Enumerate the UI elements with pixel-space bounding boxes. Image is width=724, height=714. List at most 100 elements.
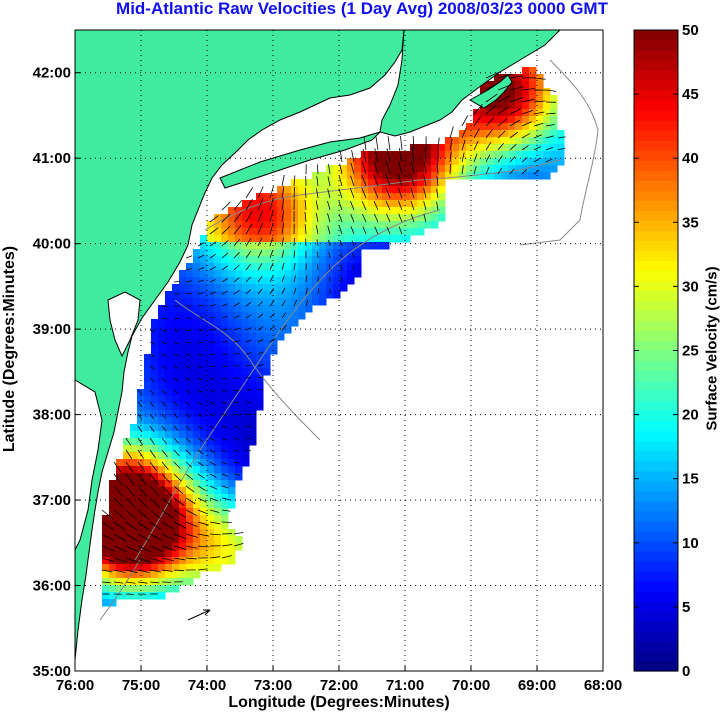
velocity-cell [172,333,180,341]
current-arrow [197,473,205,479]
velocity-cell [270,221,278,229]
velocity-cell [158,389,166,397]
velocity-cell [284,200,292,208]
velocity-cell [228,417,236,425]
velocity-cell [298,235,306,243]
x-tick-label: 71:00 [386,677,424,694]
velocity-cell [116,564,124,572]
velocity-cell [403,207,411,215]
velocity-cell [193,298,201,306]
colorbar-tick-label: 25 [682,343,699,360]
current-arrow [385,173,391,187]
velocity-cell [228,445,236,453]
velocity-cell [368,151,376,159]
velocity-cell [242,438,250,446]
colorbar-band [634,100,678,111]
velocity-cell [193,543,201,551]
velocity-cell [473,158,481,166]
velocity-cell [214,564,222,572]
velocity-cell [466,144,474,152]
current-arrow [185,485,195,493]
velocity-cell [151,403,159,411]
current-arrow [386,148,391,163]
velocity-cell [277,193,285,201]
velocity-cell [151,424,159,432]
velocity-cell [214,466,222,474]
velocity-cell [543,151,551,159]
velocity-cell [235,319,243,327]
velocity-cell [172,452,180,460]
current-arrow [245,211,253,223]
velocity-cell [522,130,530,138]
velocity-cell [172,312,180,320]
velocity-cell [200,326,208,334]
velocity-cell [186,368,194,376]
delmarva [107,291,141,358]
velocity-cell [333,228,341,236]
colorbar-tick-label: 20 [682,407,699,424]
current-arrow [233,401,239,404]
velocity-cell [501,165,509,173]
velocity-cell [242,228,250,236]
velocity-cell [144,473,152,481]
velocity-cell [270,347,278,355]
velocity-cell [270,305,278,313]
velocity-cell [221,305,229,313]
current-arrow [185,557,197,560]
velocity-cell [214,221,222,229]
colorbar-band [634,490,678,502]
velocity-cell [214,431,222,439]
current-arrow [533,122,544,127]
velocity-cell [354,263,362,271]
velocity-cell [319,235,327,243]
velocity-cell [179,536,187,544]
velocity-cell [186,382,194,390]
velocity-cell [536,95,544,103]
current-arrow [281,325,287,331]
velocity-cell [193,291,201,299]
velocity-cell [403,158,411,166]
velocity-cell [550,102,558,110]
current-arrow [257,376,264,379]
velocity-cell [424,200,432,208]
velocity-cell [529,123,537,131]
velocity-cell [438,207,446,215]
velocity-cell [165,291,173,299]
current-arrow [125,473,135,486]
current-arrow [125,497,136,509]
colorbar-band [634,660,678,672]
velocity-cell [200,550,208,558]
velocity-cell [333,214,341,222]
current-arrow [221,377,228,380]
velocity-cell [102,550,110,558]
current-arrow [185,545,198,549]
velocity-cell [354,186,362,194]
current-arrow [497,142,505,151]
velocity-cell [536,81,544,89]
velocity-cell [501,130,509,138]
colorbar-tick-label: 15 [682,471,699,488]
velocity-cell [431,165,439,173]
velocity-cell [207,508,215,516]
velocity-cell [200,529,208,537]
velocity-cell [165,543,173,551]
velocity-cell [494,137,502,145]
current-arrow [281,250,285,259]
velocity-cell [186,522,194,530]
velocity-cell [235,445,243,453]
velocity-cell [179,382,187,390]
velocity-cell [116,578,124,586]
velocity-cell [116,550,124,558]
current-arrow [209,473,217,478]
velocity-cell [207,354,215,362]
velocity-cell [438,144,446,152]
velocity-cell [214,487,222,495]
velocity-cell [158,585,166,593]
velocity-cell [424,179,432,187]
velocity-cell [242,424,250,432]
velocity-cell [221,501,229,509]
velocity-cell [144,585,152,593]
current-arrow [233,413,239,416]
velocity-cell [480,165,488,173]
velocity-cell [144,438,152,446]
